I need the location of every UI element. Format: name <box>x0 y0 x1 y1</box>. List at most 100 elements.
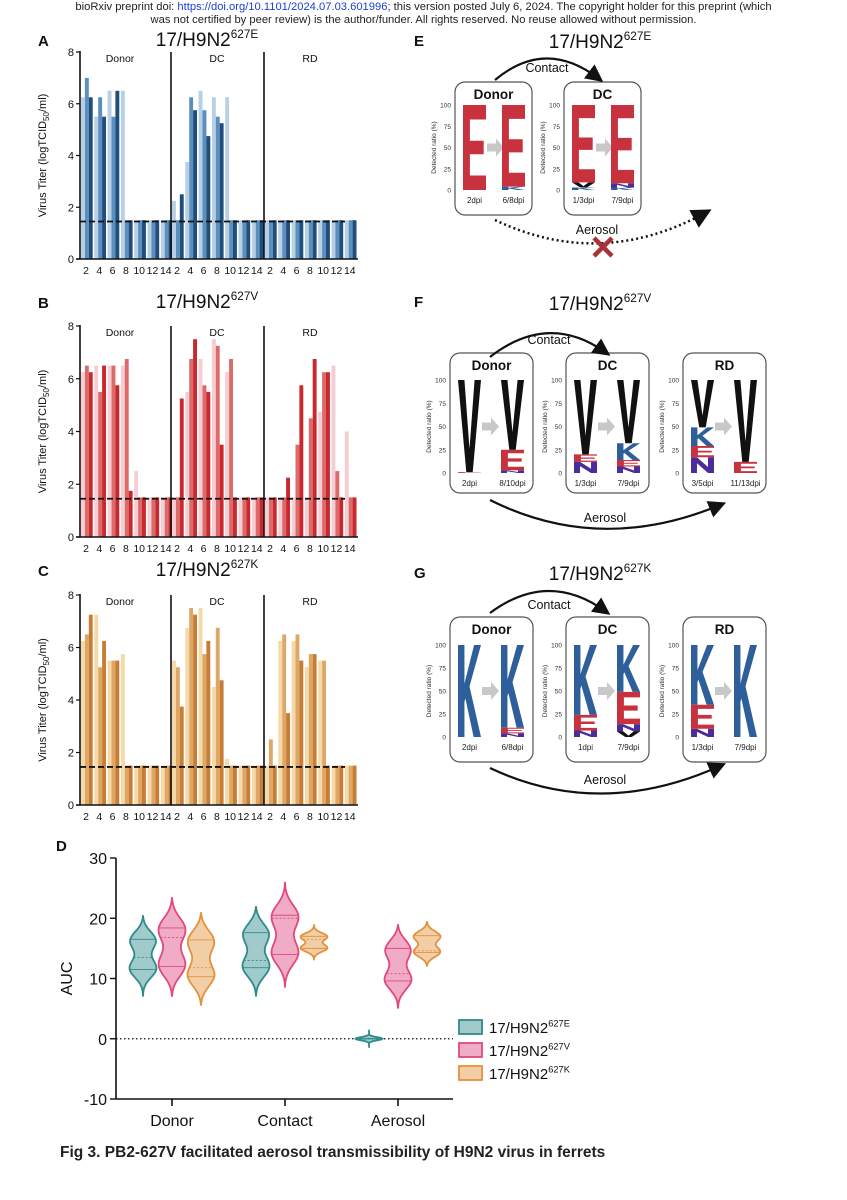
y-tick-label: 6 <box>68 99 74 111</box>
logo-letter-K <box>617 443 640 460</box>
bar-rd-ferret1-day12 <box>331 220 336 259</box>
bar-donor-ferret3-day10 <box>142 497 146 537</box>
logo-y-tick-label: 50 <box>555 689 563 696</box>
logo-column-1/3dpi: 1/3dpi <box>691 645 714 752</box>
bar-dc-ferret3-day8 <box>219 123 224 259</box>
title-base: 17/H9N2 <box>489 1020 548 1037</box>
y-axis-label: Virus Titer (logTCID50/ml) <box>37 638 51 762</box>
violin-K-donor <box>186 912 216 1006</box>
violin-E-contact <box>241 906 271 997</box>
logo-letter-V <box>691 380 714 428</box>
dpi-label: 2dpi <box>462 479 477 488</box>
bar-donor-ferret3-day12 <box>155 765 160 805</box>
x-tick-label: 14 <box>344 811 356 823</box>
dpi-label: 7/9dpi <box>612 196 634 205</box>
x-tick-label: 2 <box>267 811 273 823</box>
x-tick-label: 2 <box>174 265 180 277</box>
host-box-title: RD <box>715 622 735 637</box>
bar-donor-ferret2-day14 <box>164 497 169 537</box>
bar-donor-ferret2-day6 <box>111 660 116 805</box>
violin-K-aerosol <box>412 921 442 967</box>
bar-donor-ferret2-day12 <box>151 220 156 259</box>
bar-donor-ferret1-day4 <box>94 614 99 805</box>
dpi-label: 7/9dpi <box>735 743 757 752</box>
bar-rd-ferret1-day4 <box>278 220 283 259</box>
bar-rd-ferret1-day14 <box>344 765 349 805</box>
bar-donor-ferret2-day4 <box>98 667 103 805</box>
bar-rd-ferret1-day2 <box>265 220 269 259</box>
bar-dc-ferret1-day4 <box>185 391 190 537</box>
bar-dc-ferret1-day10 <box>225 759 230 805</box>
dpi-label: 11/13dpi <box>730 479 760 488</box>
bar-rd-ferret1-day14 <box>344 431 349 537</box>
violin-K-contact <box>299 924 329 961</box>
bar-rd-ferret2-day2 <box>268 739 273 805</box>
logo-y-tick-label: 0 <box>442 471 446 478</box>
x-tick-label: 12 <box>238 265 250 277</box>
logo-letter-V <box>574 380 597 455</box>
x-tick-label: 8 <box>307 265 313 277</box>
logo-letter-E <box>617 691 640 725</box>
bar-donor-ferret2-day12 <box>151 497 156 537</box>
x-tick-label: 14 <box>251 543 263 555</box>
x-tick-label: 10 <box>317 811 329 823</box>
bar-rd-ferret3-day10 <box>326 765 330 805</box>
bar-dc-ferret3-day14 <box>259 497 264 537</box>
bar-dc-ferret3-day10 <box>233 220 237 259</box>
bar-rd-ferret3-day12 <box>339 497 344 537</box>
aerosol-label: Aerosol <box>576 223 618 237</box>
x-tick-label: 2 <box>174 811 180 823</box>
watermark-prefix: bioRxiv preprint doi: <box>75 1 178 13</box>
legend-label: 17/H9N2627E <box>489 1019 570 1037</box>
bar-dc-ferret1-day6 <box>198 359 203 537</box>
y-tick-label: 2 <box>68 748 74 760</box>
bar-dc-ferret1-day4 <box>185 627 190 805</box>
contact-arrow <box>489 332 611 358</box>
logo-y-tick-label: 25 <box>555 712 563 719</box>
logo-letter-N <box>691 728 714 737</box>
bar-donor-ferret3-day4 <box>102 116 106 259</box>
x-tick-label: 2 <box>83 543 89 555</box>
doi-link[interactable]: https://doi.org/10.1101/2024.07.03.60199… <box>177 1 388 13</box>
bar-dc-ferret1-day4 <box>185 162 190 259</box>
x-tick-label: 12 <box>331 543 343 555</box>
dpi-label: 1/3dpi <box>573 196 595 205</box>
y-tick-label: 4 <box>68 151 74 163</box>
host-box-dc: DC 0 25 50 75 100 Detected ratio (%) 1/3dpi 7/9d… <box>540 81 642 216</box>
x-tick-label: 6 <box>201 811 207 823</box>
bar-rd-ferret2-day12 <box>335 220 340 259</box>
y-tick-label: 30 <box>89 851 107 868</box>
bar-dc-ferret3-day4 <box>193 614 197 805</box>
logo-y-axis-label: Detected ratio (%) <box>426 665 433 717</box>
logo-letter-V <box>458 380 481 473</box>
dpi-label: 2dpi <box>467 196 482 205</box>
bar-donor-ferret3-day8 <box>128 220 133 259</box>
logo-column-6/8dpi: 6/8dpi <box>502 105 525 205</box>
bar-dc-ferret2-day6 <box>202 654 207 805</box>
bar-dc-ferret1-day14 <box>251 220 256 259</box>
legend-item-V: 17/H9N2627V <box>458 1042 571 1060</box>
x-tick-label: 12 <box>238 543 250 555</box>
bar-rd-ferret1-day12 <box>331 365 336 537</box>
chart-title: 17/H9N2627E <box>156 28 259 51</box>
violin-shape <box>270 882 300 988</box>
y-tick-label: 0 <box>68 254 74 266</box>
y-tick-label: 6 <box>68 643 74 655</box>
logo-column-6/8dpi: 6/8dpi <box>501 645 524 752</box>
bar-chart-panel-A: A 17/H9N2627E Virus Titer (logTCID50/ml) Do… <box>37 28 358 277</box>
bar-donor-ferret1-day8 <box>120 90 125 259</box>
y-tick-label: 4 <box>68 695 74 707</box>
bar-donor-ferret3-day2 <box>88 97 93 259</box>
bar-donor-ferret3-day2 <box>88 614 93 805</box>
logo-letter-N <box>617 466 640 473</box>
preprint-watermark-line-1: bioRxiv preprint doi: https://doi.org/10… <box>0 1 847 14</box>
legend-swatch <box>458 1065 483 1081</box>
logo-letter-N <box>611 183 634 188</box>
bar-donor-ferret2-day8 <box>124 220 129 259</box>
logo-y-axis-label: Detected ratio (%) <box>540 121 547 173</box>
logo-y-tick-label: 50 <box>439 424 447 431</box>
x-tick-label: 4 <box>187 543 193 555</box>
logo-letter-E <box>572 105 595 183</box>
logo-letter-E <box>463 105 486 190</box>
violin-shape <box>412 921 442 967</box>
